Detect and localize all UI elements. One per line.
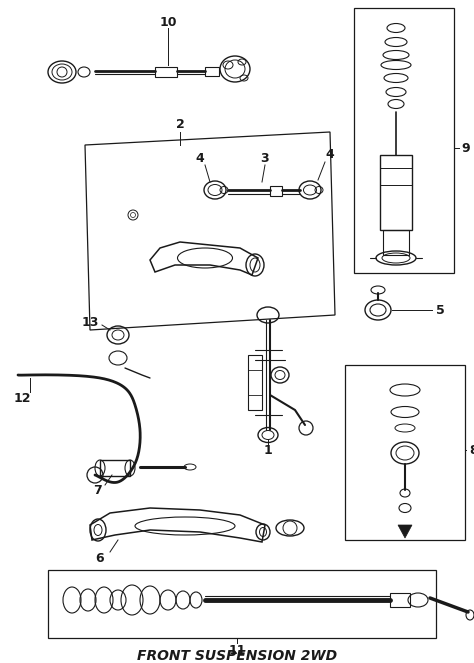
Text: 1: 1 (264, 444, 273, 457)
Bar (205, 67, 219, 76)
Text: 5: 5 (436, 304, 444, 316)
Text: 9: 9 (462, 141, 470, 154)
Text: 12: 12 (13, 391, 31, 404)
Text: 7: 7 (94, 483, 102, 497)
Text: 6: 6 (96, 552, 104, 564)
Bar (380, 155, 412, 230)
Text: 8: 8 (470, 444, 474, 457)
Bar (100, 460, 130, 476)
Polygon shape (398, 525, 412, 538)
Bar (345, 365, 465, 540)
Text: 4: 4 (196, 152, 204, 164)
Bar (390, 593, 410, 607)
Bar (354, 8, 454, 273)
Bar (383, 230, 409, 255)
Bar (248, 355, 262, 410)
Text: 13: 13 (82, 316, 99, 328)
Text: 2: 2 (176, 119, 184, 131)
Bar (48, 570, 436, 638)
Text: 11: 11 (228, 644, 246, 656)
Text: 10: 10 (159, 15, 177, 29)
Bar (270, 186, 282, 196)
Text: FRONT SUSPENSION 2WD: FRONT SUSPENSION 2WD (137, 649, 337, 663)
Text: 4: 4 (326, 149, 334, 162)
Bar (155, 67, 177, 77)
Text: 3: 3 (261, 152, 269, 164)
